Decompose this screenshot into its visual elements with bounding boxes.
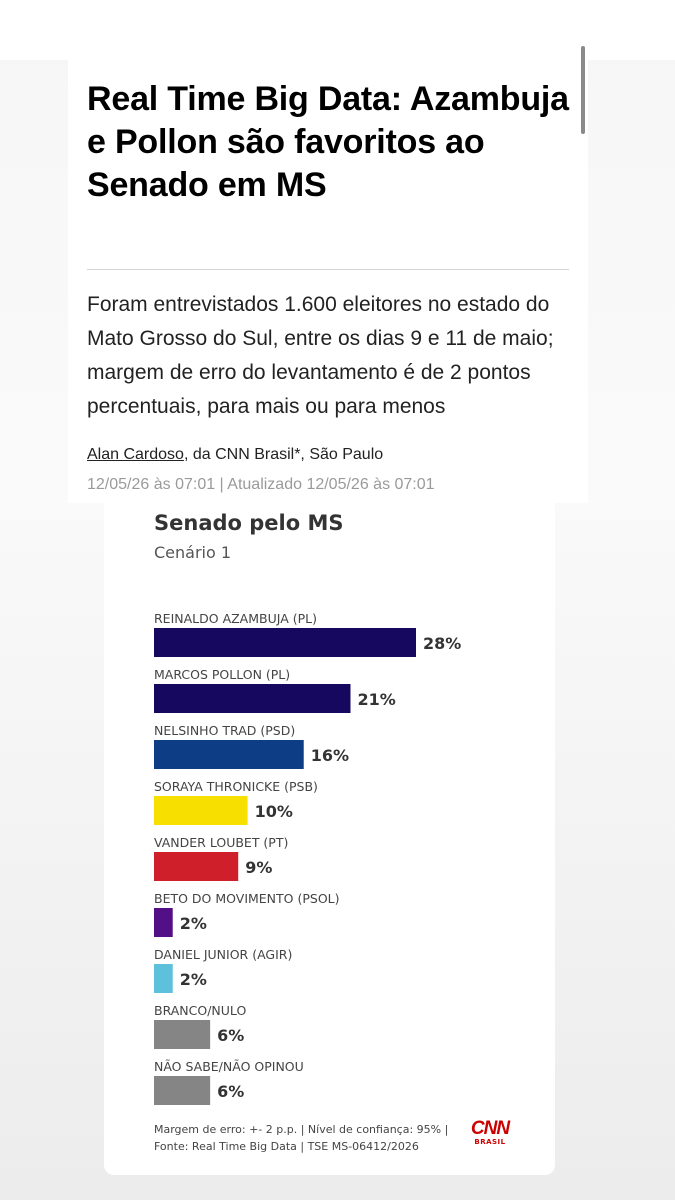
category-label: VANDER LOUBET (PT) [154, 835, 288, 850]
category-label: REINALDO AZAMBUJA (PL) [154, 611, 317, 626]
value-label: 10% [255, 802, 293, 821]
category-label: BETO DO MOVIMENTO (PSOL) [154, 891, 340, 906]
value-label: 6% [217, 1026, 244, 1045]
bar [154, 908, 173, 937]
bar-chart: REINALDO AZAMBUJA (PL) 28% MARCOS POLLON (… [154, 611, 461, 1105]
chart-subtitle: Cenário 1 [154, 543, 232, 562]
bar [154, 796, 248, 825]
article-card: Real Time Big Data: Azambuja e Pollon sã… [68, 48, 588, 503]
bar [154, 852, 239, 881]
bar [154, 1076, 211, 1105]
category-label: BRANCO/NULO [154, 1003, 246, 1018]
article-headline[interactable]: Real Time Big Data: Azambuja e Pollon sã… [87, 80, 569, 204]
bar [154, 740, 304, 769]
cnn-logo-subtext: BRASIL [474, 1138, 506, 1146]
byline: Alan Cardoso, da CNN Brasil*, São Paulo [87, 446, 383, 464]
cnn-brasil-logo: CNN BRASIL [470, 1118, 510, 1146]
category-label: NELSINHO TRAD (PSD) [154, 723, 295, 738]
byline-source: , da CNN Brasil*, São Paulo [183, 446, 384, 463]
value-label: 2% [180, 970, 207, 989]
value-label: 21% [358, 690, 396, 709]
divider [87, 269, 569, 270]
category-label: DANIEL JUNIOR (AGIR) [154, 947, 292, 962]
category-label: SORAYA THRONICKE (PSB) [154, 779, 318, 794]
bar [154, 1020, 211, 1049]
value-label: 9% [245, 858, 272, 877]
category-label: NÃO SABE/NÃO OPINOU [154, 1059, 304, 1074]
value-label: 6% [217, 1082, 244, 1101]
scrollbar[interactable] [581, 46, 585, 134]
chart-card: Senado pelo MS Cenário 1 REINALDO AZAMBU… [104, 503, 555, 1175]
value-label: 16% [311, 746, 349, 765]
chart-title: Senado pelo MS [154, 511, 344, 535]
value-label: 28% [423, 634, 461, 653]
bar [154, 628, 416, 657]
article-summary: Foram entrevistados 1.600 eleitores no e… [87, 293, 554, 418]
cnn-logo-text: CNN [470, 1118, 510, 1139]
value-label: 2% [180, 914, 207, 933]
author-link[interactable]: Alan Cardoso [87, 446, 184, 463]
article-timestamp: 12/05/26 às 07:01 | Atualizado 12/05/26 … [87, 476, 435, 493]
bar [154, 684, 351, 713]
category-label: MARCOS POLLON (PL) [154, 667, 290, 682]
bar [154, 964, 173, 993]
chart-footer: Margem de erro: +- 2 p.p. | Nível de con… [154, 1123, 449, 1153]
